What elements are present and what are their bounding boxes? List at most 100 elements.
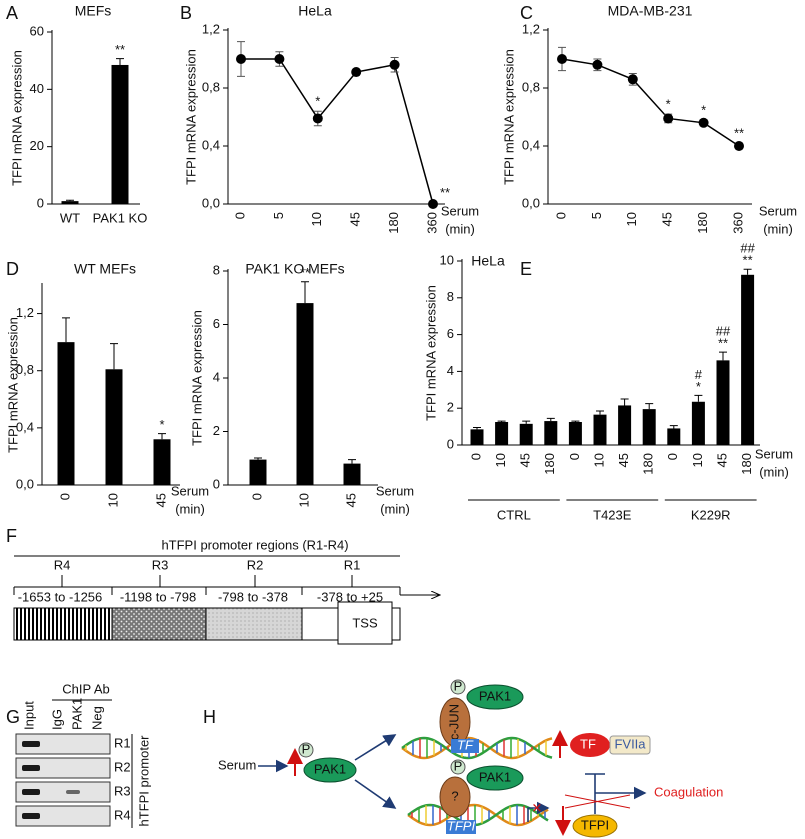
x-axis-label: (min) xyxy=(380,501,410,516)
panel-letter: E xyxy=(520,259,532,279)
x-tick-label: 10 xyxy=(624,212,639,226)
point xyxy=(312,113,323,124)
significance: # xyxy=(695,367,703,382)
gel-row xyxy=(15,733,111,755)
tss-label: TSS xyxy=(352,615,378,630)
y-tick-label: 20 xyxy=(30,138,44,153)
x-tick-label: 10 xyxy=(309,212,324,226)
lane-label: PAK1 xyxy=(69,698,84,730)
panel-title: ChIP Ab xyxy=(62,681,109,696)
point xyxy=(698,117,709,128)
x-tick-label: 45 xyxy=(348,212,363,226)
y-tick-label: 8 xyxy=(447,289,454,304)
bar xyxy=(249,459,267,485)
x-tick-label: 10 xyxy=(296,493,311,507)
point xyxy=(627,74,638,85)
bar xyxy=(568,422,582,445)
tfpi-protein xyxy=(572,814,618,838)
error-bar xyxy=(473,427,481,430)
chart-title: HeLa xyxy=(471,253,505,269)
error-bar xyxy=(348,459,356,464)
x-tick-label: 0 xyxy=(57,493,72,500)
gel-band xyxy=(22,789,40,795)
row-label: R1 xyxy=(114,735,131,750)
point xyxy=(389,59,400,70)
x-tick-label: 45 xyxy=(714,453,729,467)
error-bar xyxy=(571,420,580,422)
fviia xyxy=(609,735,651,755)
significance: ** xyxy=(300,265,310,280)
x-axis-label: (min) xyxy=(175,501,205,516)
x-axis-label: (min) xyxy=(763,221,793,236)
tss-box xyxy=(337,601,393,645)
error-bar xyxy=(546,417,555,422)
x-tick-label: 180 xyxy=(739,453,754,475)
bar xyxy=(519,423,533,445)
x-tick-label: 0 xyxy=(468,453,483,460)
y-tick-label: 2 xyxy=(213,423,220,438)
error-bar xyxy=(669,425,678,429)
x-tick-label: 180 xyxy=(695,212,710,234)
y-tick-label: 60 xyxy=(30,23,44,38)
group-label: CTRL xyxy=(497,507,531,522)
error-bar xyxy=(110,343,118,370)
gel-row xyxy=(15,757,111,779)
x-axis-label: Serum xyxy=(755,446,793,461)
arrow xyxy=(527,801,550,822)
panel-letter: G xyxy=(6,707,20,727)
x-tick-label: 180 xyxy=(386,212,401,234)
error-bar xyxy=(620,398,629,406)
bar xyxy=(741,274,755,445)
error-bar xyxy=(719,351,727,361)
gel-band xyxy=(22,813,40,819)
x-tick-label: PAK1 KO xyxy=(93,210,148,225)
bar xyxy=(111,64,129,204)
y-axis-label: TFPI mRNA expression xyxy=(9,50,24,186)
error-bar xyxy=(596,410,604,415)
phospho-label: P xyxy=(454,758,463,773)
promoter-panel: F hTFPI promoter regions (R1-R4) TSS R4 -… xyxy=(6,526,440,645)
y-axis-label: TFPI mRNA expression xyxy=(5,317,20,453)
bar xyxy=(57,342,75,485)
y-tick-label: 0 xyxy=(213,476,220,491)
significance: * xyxy=(159,417,164,432)
row-label: R3 xyxy=(114,783,131,798)
pak1 xyxy=(466,684,524,710)
chart-title: MEFs xyxy=(75,3,112,19)
chart-title: WT MEFs xyxy=(74,261,136,277)
error-bar xyxy=(158,433,166,440)
bar xyxy=(470,429,484,445)
x-tick-label: 10 xyxy=(493,453,508,467)
pak1-label: PAK1 xyxy=(479,688,511,703)
tf-protein-label: TF xyxy=(580,736,596,751)
y-tick-label: 0 xyxy=(447,436,454,451)
x-tick-label: 0 xyxy=(553,212,568,219)
significance: * xyxy=(666,97,671,112)
error-bar xyxy=(743,268,752,275)
error-bar xyxy=(66,199,74,202)
group-label: T423E xyxy=(593,507,632,522)
gel-band xyxy=(66,790,80,794)
y-tick-label: 4 xyxy=(213,369,220,384)
y-tick-label: 0,4 xyxy=(16,419,34,434)
y-tick-label: 1,2 xyxy=(522,21,540,36)
x-axis-label: Serum xyxy=(376,483,414,498)
outcome-label: Coagulation xyxy=(654,784,723,799)
fviia-label: FVIIa xyxy=(614,736,646,751)
tfpi-gene-label: TFPI xyxy=(447,818,476,833)
x-tick-label: 0 xyxy=(567,453,582,460)
error-bar xyxy=(116,58,124,65)
x-tick-label: 180 xyxy=(641,453,656,475)
error-bar xyxy=(301,281,309,304)
significance: ** xyxy=(718,336,728,351)
pak1 xyxy=(466,765,524,791)
y-tick-label: 1,2 xyxy=(16,305,34,320)
gel-band xyxy=(22,765,40,771)
point xyxy=(557,54,567,64)
panel-letter: B xyxy=(180,3,192,23)
significance: * xyxy=(315,94,320,109)
y-tick-label: 6 xyxy=(213,316,220,331)
cross xyxy=(564,794,631,809)
panel-letter: A xyxy=(6,3,18,23)
y-axis-label: TFPI mRNA expression xyxy=(423,285,438,421)
